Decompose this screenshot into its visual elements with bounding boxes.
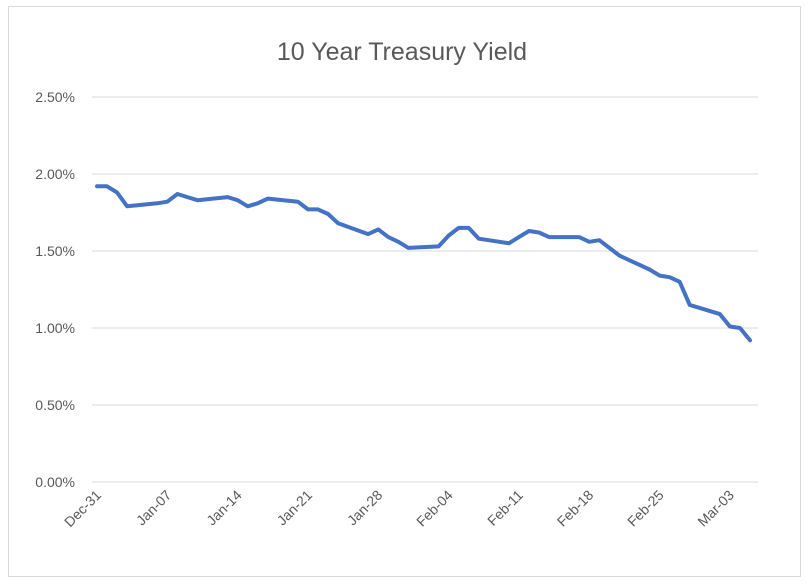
x-tick-label: Jan-28 <box>344 487 386 529</box>
y-tick-label: 0.00% <box>35 474 75 490</box>
y-axis: 0.00% 0.50% 1.00% 1.50% 2.00% 2.50% <box>35 89 75 490</box>
y-tick-label: 0.50% <box>35 397 75 413</box>
y-tick-label: 1.00% <box>35 320 75 336</box>
x-tick-label: Jan-14 <box>203 487 245 529</box>
x-tick-label: Jan-07 <box>133 487 175 529</box>
x-tick-label: Feb-18 <box>554 487 597 530</box>
x-tick-label: Jan-21 <box>274 487 316 529</box>
y-tick-label: 2.50% <box>35 89 75 105</box>
x-tick-label: Feb-04 <box>413 487 456 530</box>
x-tick-label: Feb-11 <box>484 487 526 529</box>
chart-title: 10 Year Treasury Yield <box>277 38 527 66</box>
series-line <box>95 184 752 343</box>
x-axis: Dec-31 Jan-07 Jan-14 Jan-21 Jan-28 Feb-04 Feb-… <box>61 487 737 530</box>
x-tick-label: Mar-03 <box>694 487 737 530</box>
series <box>95 184 752 343</box>
y-tick-label: 1.50% <box>35 243 75 259</box>
x-tick-label: Dec-31 <box>61 487 104 530</box>
y-tick-label: 2.00% <box>35 166 75 182</box>
grid-lines <box>92 96 758 483</box>
x-tick-label: Feb-25 <box>624 487 667 530</box>
